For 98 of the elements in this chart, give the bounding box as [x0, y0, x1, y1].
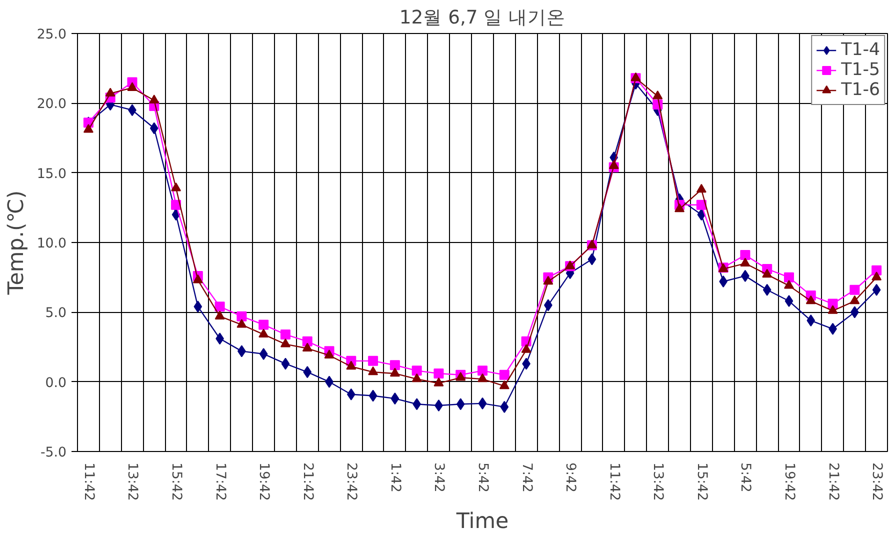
x-tick-label: 11:42: [606, 462, 622, 501]
point: [390, 368, 400, 377]
point: [499, 380, 510, 390]
point: [259, 348, 268, 360]
point: [281, 358, 290, 370]
point: [280, 338, 290, 348]
point: [412, 373, 422, 382]
point: [762, 268, 772, 278]
x-tick-label: 11:42: [80, 462, 96, 501]
point: [390, 392, 400, 405]
point: [762, 284, 772, 296]
point: [171, 200, 182, 210]
point: [194, 300, 202, 313]
point: [83, 124, 94, 133]
point: [434, 368, 444, 378]
point: [434, 378, 444, 386]
x-axis-title: Time: [455, 508, 509, 534]
point: [652, 90, 663, 100]
y-tick-label: 0.0: [45, 376, 67, 391]
x-tick-label: 23:42: [869, 462, 884, 501]
point: [346, 388, 356, 400]
x-tick-label: 9:42: [562, 462, 578, 492]
x-tick-label: 15:42: [694, 462, 709, 501]
y-tick-label: 5.0: [45, 306, 67, 322]
point: [478, 373, 488, 382]
point: [872, 284, 881, 296]
point: [412, 366, 422, 376]
point: [828, 305, 838, 314]
point: [258, 328, 269, 338]
point: [740, 250, 750, 260]
point: [456, 398, 465, 410]
x-tick-label: 1:42: [387, 462, 402, 492]
point: [214, 302, 225, 312]
x-tick-label: 13:42: [124, 462, 140, 501]
legend-label: T1-5: [841, 60, 880, 80]
point: [368, 366, 378, 376]
point: [171, 182, 182, 192]
x-tick-label: 23:42: [344, 462, 359, 501]
point: [149, 94, 160, 104]
point: [150, 122, 158, 134]
point: [214, 310, 225, 320]
point: [368, 356, 378, 366]
point: [850, 295, 860, 304]
y-tick-label: 25.0: [36, 28, 67, 42]
point: [674, 203, 685, 212]
point: [105, 88, 116, 97]
y-tick-label: 10.0: [36, 236, 67, 252]
y-tick-label: 15.0: [36, 166, 67, 182]
point: [500, 400, 509, 413]
point: [236, 319, 247, 328]
point: [236, 311, 247, 322]
point: [303, 366, 312, 378]
point: [850, 306, 859, 318]
y-axis-title: Temp.(℃): [4, 190, 29, 296]
point: [872, 272, 882, 280]
x-tick-label: 19:42: [256, 462, 272, 501]
point: [784, 295, 794, 308]
chart-title: 12월 6,7 일 내기온: [399, 8, 566, 28]
point: [192, 274, 203, 284]
x-tick-label: 7:42: [518, 462, 534, 492]
legend-label: T1-6: [841, 80, 880, 100]
x-tick-label: 15:42: [168, 462, 184, 501]
point: [324, 350, 334, 358]
point: [543, 276, 554, 285]
point: [390, 360, 400, 370]
point: [280, 329, 290, 340]
point: [784, 272, 794, 282]
point: [850, 284, 860, 295]
x-tick-label: 5:42: [475, 462, 490, 492]
point: [346, 360, 356, 370]
point: [478, 397, 487, 410]
point: [588, 253, 596, 266]
point: [696, 200, 706, 210]
y-tick-label: 20.0: [36, 97, 67, 112]
point: [697, 208, 706, 221]
point: [608, 160, 619, 169]
point: [806, 314, 816, 327]
legend-label: T1-4: [841, 40, 880, 60]
point: [127, 82, 138, 91]
point: [368, 390, 378, 402]
point: [258, 320, 269, 330]
point: [784, 280, 794, 289]
x-tick-label: 21:42: [300, 462, 315, 501]
x-tick-label: 17:42: [212, 462, 228, 501]
point: [740, 258, 750, 266]
point: [302, 342, 312, 352]
point: [521, 344, 532, 353]
point: [302, 336, 312, 346]
x-tick-label: 19:42: [781, 462, 796, 501]
point: [499, 370, 510, 380]
point: [696, 184, 706, 193]
point: [806, 295, 816, 304]
x-tick-label: 21:42: [825, 462, 840, 501]
x-tick-label: 3:42: [431, 462, 446, 492]
x-tick-label: 13:42: [650, 462, 666, 501]
x-tick-label: 5:42: [738, 462, 753, 492]
y-tick-label: -5.0: [40, 446, 67, 460]
point: [478, 366, 488, 376]
